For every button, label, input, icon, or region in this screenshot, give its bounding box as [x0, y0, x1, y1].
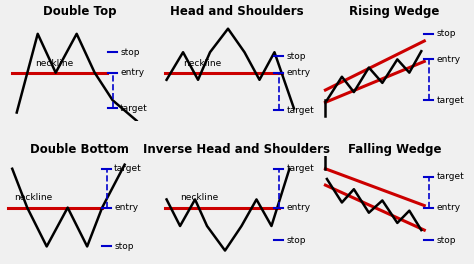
Text: entry: entry [286, 68, 310, 77]
Title: Head and Shoulders: Head and Shoulders [170, 6, 304, 18]
Text: stop: stop [120, 48, 140, 57]
Text: entry: entry [436, 203, 460, 212]
Text: entry: entry [436, 55, 460, 64]
Text: neckline: neckline [180, 194, 219, 202]
Text: stop: stop [286, 236, 306, 245]
Text: neckline: neckline [183, 59, 221, 68]
Text: neckline: neckline [35, 59, 73, 68]
Text: stop: stop [436, 29, 456, 38]
Title: Double Bottom: Double Bottom [30, 144, 129, 157]
Text: neckline: neckline [14, 194, 52, 202]
Text: target: target [286, 164, 314, 173]
Text: stop: stop [286, 52, 306, 61]
Text: target: target [436, 96, 464, 105]
Text: target: target [286, 106, 314, 115]
Text: entry: entry [120, 68, 144, 77]
Text: target: target [120, 104, 148, 113]
Text: entry: entry [114, 203, 138, 212]
Text: entry: entry [286, 203, 310, 212]
Title: Rising Wedge: Rising Wedge [349, 6, 439, 18]
Text: target: target [114, 164, 142, 173]
Text: target: target [436, 172, 464, 181]
Text: stop: stop [436, 236, 456, 245]
Title: Falling Wedge: Falling Wedge [347, 144, 441, 157]
Title: Double Top: Double Top [43, 6, 117, 18]
Text: stop: stop [114, 242, 134, 251]
Title: Inverse Head and Shoulders: Inverse Head and Shoulders [144, 144, 330, 157]
